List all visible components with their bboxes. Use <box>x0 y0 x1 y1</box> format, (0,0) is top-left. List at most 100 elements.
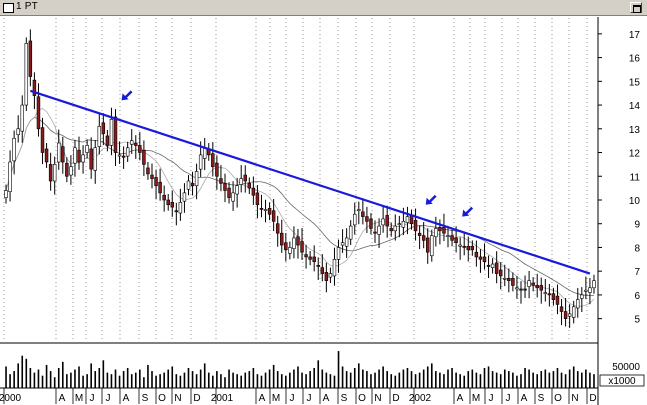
candle-body <box>361 211 365 217</box>
arrow-annotation <box>425 194 437 205</box>
candle-body <box>576 299 580 309</box>
volume-bar <box>53 377 56 388</box>
price-plot-area <box>0 17 598 343</box>
candle-body <box>531 282 535 286</box>
candle-body <box>109 118 114 146</box>
price-tick-label: 8 <box>634 243 640 254</box>
volume-bar <box>41 375 44 388</box>
volume-bar <box>268 369 271 388</box>
volume-bar <box>171 366 174 388</box>
candle-body <box>340 242 345 246</box>
moving-average-short <box>5 108 595 307</box>
volume-bar <box>285 375 287 388</box>
maximize-button[interactable] <box>630 2 642 13</box>
volume-bar <box>406 368 409 388</box>
volume-bar <box>398 372 401 388</box>
candlestick-series <box>4 29 596 328</box>
volume-bar <box>532 372 534 388</box>
candle-body <box>77 149 81 163</box>
volume-bar <box>13 371 15 388</box>
candle-body <box>40 127 45 153</box>
candle-body <box>300 241 304 253</box>
volume-bar <box>90 363 92 388</box>
volume-bar <box>305 374 307 388</box>
volume-bar <box>366 371 368 388</box>
title-bar[interactable]: 1 PT <box>0 0 647 16</box>
candle-body <box>490 263 495 268</box>
moving-average-short-line <box>5 108 595 307</box>
volume-bar <box>479 374 482 388</box>
candle-body <box>369 218 373 229</box>
candle-body <box>93 147 97 171</box>
candle-body <box>211 153 215 168</box>
price-tick-label: 14 <box>629 101 641 112</box>
date-tick-label: A <box>259 393 266 404</box>
candle-body <box>251 187 256 196</box>
volume-bar <box>203 363 206 388</box>
candle-body <box>535 285 539 289</box>
date-tick-label: M <box>272 393 280 404</box>
volume-bar <box>102 360 105 388</box>
candle-body <box>223 183 227 191</box>
volume-bar <box>191 371 194 388</box>
volume-bar <box>293 369 295 388</box>
candle-body <box>28 40 33 77</box>
volume-bar <box>155 375 157 388</box>
volume-bar <box>524 368 526 388</box>
volume-bar <box>491 371 494 388</box>
volume-bar <box>520 374 522 388</box>
arrow-annotation <box>121 90 133 101</box>
volume-bar <box>220 374 222 388</box>
candle-body <box>284 242 288 251</box>
candle-body <box>328 273 333 278</box>
volume-unit-box <box>599 374 645 387</box>
candle-body <box>219 178 223 184</box>
volume-bar <box>240 375 243 388</box>
candle-body <box>227 187 231 198</box>
volume-bar <box>86 374 88 388</box>
candle-body <box>24 43 29 106</box>
candle-body <box>57 142 61 163</box>
candle-body <box>494 262 499 274</box>
candle-body <box>198 154 203 170</box>
candle-body <box>121 155 126 158</box>
arrow-head <box>425 197 433 205</box>
volume-bar <box>418 372 421 388</box>
price-tick-label: 6 <box>634 291 640 302</box>
candle-body <box>454 237 458 244</box>
candle-body <box>474 251 479 258</box>
system-menu-icon[interactable] <box>3 3 14 13</box>
volume-tick-label: 50000 <box>612 362 640 373</box>
candle-body <box>158 181 162 194</box>
volume-bar <box>224 377 226 388</box>
candle-body <box>348 225 353 240</box>
candle-body <box>308 256 312 260</box>
candle-body <box>507 277 511 281</box>
candle-body <box>478 256 483 260</box>
date-tick-label: J <box>106 393 111 404</box>
volume-bar <box>471 369 474 388</box>
candle-body <box>32 79 37 96</box>
date-tick-label: A <box>323 393 330 404</box>
candle-body <box>275 223 280 234</box>
volume-bar <box>167 369 170 388</box>
date-axis: 2000 A M J J A S O N D 2001 A M J J A S O N D 2002 A M J J A S O N D <box>0 388 597 404</box>
volume-unit-label: x1000 <box>608 376 636 387</box>
volume-bar <box>564 374 567 388</box>
volume-bar <box>430 363 433 388</box>
candle-body <box>571 306 576 318</box>
candle-body <box>162 194 166 201</box>
candle-body <box>417 232 422 236</box>
candle-body <box>413 219 418 232</box>
candle-body <box>292 237 296 249</box>
volume-bar <box>341 366 344 388</box>
date-tick-label: A <box>123 393 130 404</box>
volume-bar <box>244 372 247 388</box>
volume-bar <box>325 372 328 388</box>
volume-bar <box>260 375 263 388</box>
candle-body <box>446 235 450 237</box>
date-tick-label: A <box>59 393 66 404</box>
volume-bar <box>228 369 230 388</box>
candle-body <box>182 192 187 202</box>
volume-bar <box>82 375 84 388</box>
